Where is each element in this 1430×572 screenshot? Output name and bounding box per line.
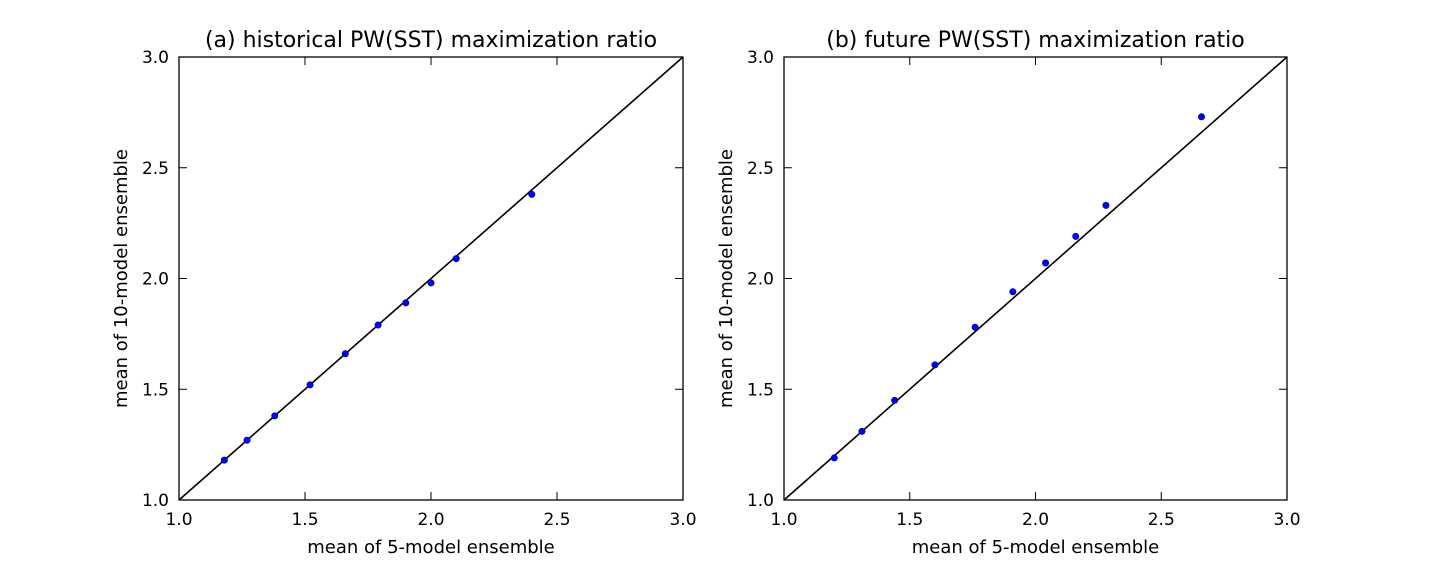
data-point: [1072, 232, 1080, 240]
data-point: [452, 255, 460, 263]
y-tick-label: 1.5: [747, 380, 774, 400]
chart-title: (b) future PW(SST) maximization ratio: [826, 28, 1245, 53]
y-tick-label: 3.0: [747, 48, 774, 68]
x-tick-label: 2.5: [543, 510, 570, 530]
data-point: [427, 279, 435, 287]
y-tick-label: 1.0: [142, 491, 169, 511]
plot-frame: [783, 56, 1288, 501]
data-point: [1009, 288, 1017, 296]
y-axis-label: mean of 10-model ensemble: [111, 149, 132, 408]
y-tick-label: 3.0: [142, 48, 169, 68]
data-point: [931, 361, 939, 369]
data-point: [858, 427, 866, 435]
data-point: [402, 299, 410, 307]
y-tick-label: 2.5: [747, 159, 774, 179]
y-tick-label: 1.5: [142, 380, 169, 400]
x-tick-label: 2.0: [417, 510, 444, 530]
x-tick-label: 1.0: [165, 510, 192, 530]
data-point: [341, 350, 349, 358]
data-point: [971, 323, 979, 331]
data-point: [271, 412, 279, 420]
data-point: [891, 396, 899, 404]
reference-line-y-equals-x: [783, 56, 1288, 501]
x-tick-label: 3.0: [669, 510, 696, 530]
x-axis-label: mean of 5-model ensemble: [912, 537, 1160, 558]
x-tick-label: 1.5: [896, 510, 923, 530]
chart-title: (a) historical PW(SST) maximization rati…: [205, 28, 657, 53]
reference-line-y-equals-x: [178, 56, 684, 501]
panel-b-future: 1.0 1.5 2.0 2.5 3.0 1.0 1.5 2.0 2.5 3.0 (b) future…: [716, 28, 1301, 558]
x-tick-label: 2.5: [1148, 510, 1175, 530]
data-point: [1102, 201, 1110, 209]
y-tick-label: 2.0: [747, 270, 774, 290]
data-point: [306, 381, 314, 389]
x-tick-label: 2.0: [1022, 510, 1049, 530]
x-axis-label: mean of 5-model ensemble: [307, 537, 555, 558]
data-point: [1197, 113, 1205, 121]
plot-frame: [178, 56, 684, 501]
y-tick-label: 2.0: [142, 270, 169, 290]
x-tick-label: 1.5: [291, 510, 318, 530]
data-point: [220, 456, 228, 464]
data-point: [830, 454, 838, 462]
data-point: [243, 436, 251, 444]
panel-a-historical: 1.0 1.5 2.0 2.5 3.0 1.0 1.5 2.0 2.5 3.0 (a) histor…: [111, 28, 697, 558]
data-point: [374, 321, 382, 329]
y-tick-label: 2.5: [142, 159, 169, 179]
data-point: [528, 190, 536, 198]
y-axis-label: mean of 10-model ensemble: [716, 149, 737, 408]
data-point: [1042, 259, 1050, 267]
y-tick-label: 1.0: [747, 491, 774, 511]
x-tick-label: 1.0: [770, 510, 797, 530]
x-tick-label: 3.0: [1273, 510, 1300, 530]
